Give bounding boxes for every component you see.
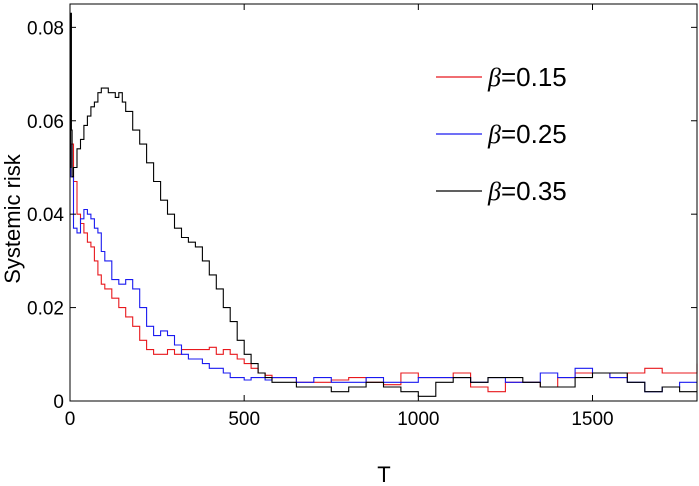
x-tick-label: 500 xyxy=(228,409,260,430)
y-tick-label: 0 xyxy=(53,392,64,413)
ticks-layer: 0 500 1000 1500 0 0.02 0.04 0.06 0.08 xyxy=(27,4,697,430)
legend-label: β=0.35 xyxy=(487,176,567,206)
y-axis-label: Systemic risk xyxy=(0,153,25,284)
series-layer xyxy=(70,12,698,397)
y-tick-label: 0.06 xyxy=(27,112,64,133)
legend-value: =0.15 xyxy=(501,62,567,92)
legend-item-2: β=0.25 xyxy=(436,119,567,149)
legend: β=0.15β=0.25β=0.35 xyxy=(436,62,567,206)
y-tick-label: 0.08 xyxy=(27,18,64,39)
y-tick-label: 0.02 xyxy=(27,299,64,320)
legend-item-3: β=0.35 xyxy=(436,176,567,206)
legend-item-1: β=0.15 xyxy=(436,62,567,92)
x-tick-label: 1000 xyxy=(397,409,439,430)
y-tick-label: 0.04 xyxy=(27,205,64,226)
legend-label: β=0.25 xyxy=(487,119,567,149)
x-tick-label: 0 xyxy=(65,409,76,430)
x-tick-label: 1500 xyxy=(571,409,613,430)
series-line-3 xyxy=(70,12,697,397)
legend-value: =0.25 xyxy=(501,119,567,149)
legend-symbol: β xyxy=(487,120,501,149)
x-axis-label: T xyxy=(377,462,390,486)
legend-symbol: β xyxy=(487,177,501,206)
axes-layer xyxy=(69,3,698,402)
legend-symbol: β xyxy=(487,63,501,92)
legend-label: β=0.15 xyxy=(487,62,567,92)
legend-value: =0.35 xyxy=(501,176,567,206)
plot-frame xyxy=(69,3,698,402)
